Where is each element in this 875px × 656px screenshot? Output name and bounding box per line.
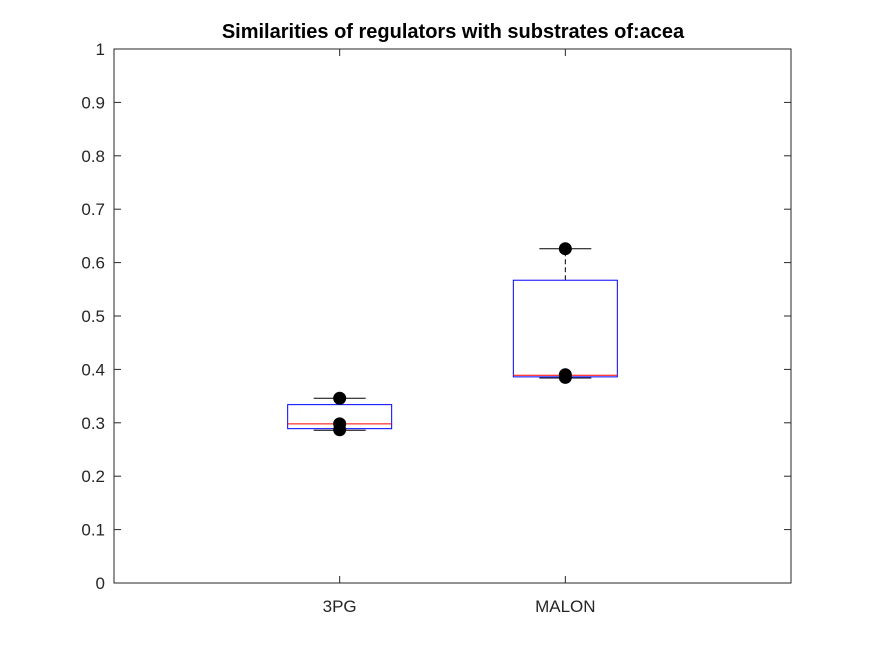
x-tick-label: MALON: [535, 597, 595, 616]
y-tick-label: 0.4: [81, 360, 105, 379]
data-point: [558, 242, 572, 256]
y-tick-label: 0.3: [81, 414, 105, 433]
data-point: [333, 391, 347, 405]
x-tick-label: 3PG: [323, 597, 357, 616]
y-tick-label: 0.2: [81, 467, 105, 486]
x-axis-ticks: 3PG MALON: [323, 49, 596, 616]
y-tick-label: 1: [96, 40, 105, 59]
y-tick-label: 0.7: [81, 200, 105, 219]
plot-frame: [113, 48, 792, 584]
data-point: [558, 370, 572, 384]
data-point: [333, 423, 347, 437]
data-points: [333, 242, 572, 437]
y-tick-label: 0: [96, 574, 105, 593]
chart-title: Similarities of regulators with substrat…: [222, 21, 685, 43]
y-tick-label: 0.5: [81, 307, 105, 326]
y-tick-label: 0.9: [81, 93, 105, 112]
y-tick-label: 0.1: [81, 521, 105, 540]
y-tick-label: 0.6: [81, 254, 105, 273]
axes: [113, 48, 792, 584]
y-axis-ticks: 0 0.1 0.2 0.3 0.4 0.5 0.6 0.7 0.8 0.9 1: [81, 40, 791, 593]
y-tick-label: 0.8: [81, 147, 105, 166]
